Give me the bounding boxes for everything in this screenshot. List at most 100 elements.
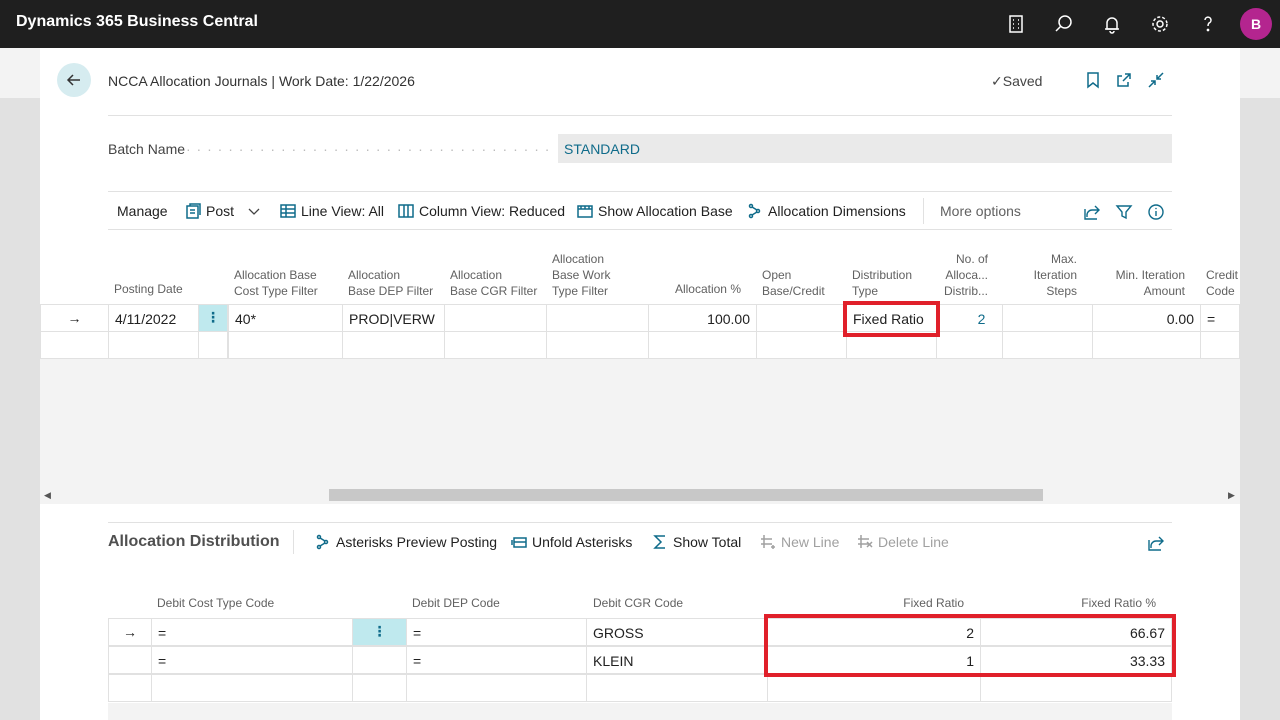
line-view-button[interactable]: Line View: All — [280, 203, 384, 219]
empty-cell[interactable] — [756, 331, 847, 359]
help-icon[interactable] — [1196, 12, 1220, 36]
empty-cell[interactable] — [228, 331, 343, 359]
row-indicator[interactable]: → — [108, 618, 152, 646]
scroll-left-icon[interactable]: ◀ — [44, 490, 51, 500]
col-posting-date[interactable]: Posting Date — [114, 282, 183, 296]
row-actions-menu[interactable]: ⋮ — [198, 304, 228, 332]
empty-cell[interactable] — [648, 331, 757, 359]
empty-row-indicator[interactable] — [40, 331, 109, 359]
share-icon[interactable] — [1147, 534, 1165, 552]
new-line-button[interactable]: New Line — [760, 534, 839, 550]
header-line: Type Filter — [552, 284, 609, 298]
header-divider — [108, 115, 1172, 116]
open-base-credit-cell[interactable] — [756, 304, 847, 332]
row-indicator[interactable] — [108, 646, 152, 674]
row-actions-menu[interactable] — [352, 646, 407, 674]
col-no-of-alloc-distrib[interactable]: No. of Alloca... Distrib... — [936, 251, 988, 299]
more-options-button[interactable]: More options — [940, 203, 1021, 219]
empty-cell[interactable] — [980, 674, 1172, 702]
highlight-distribution-type — [843, 301, 940, 337]
back-button[interactable] — [57, 63, 91, 97]
gear-icon[interactable] — [1148, 12, 1172, 36]
building-icon[interactable] — [1004, 12, 1028, 36]
col-alloc-base-cost-type-filter[interactable]: Allocation Base Cost Type Filter — [234, 267, 318, 299]
unfold-asterisks-button[interactable]: Unfold Asterisks — [511, 534, 632, 550]
empty-cell[interactable] — [1200, 331, 1240, 359]
empty-cell[interactable] — [352, 674, 407, 702]
share-icon[interactable] — [1083, 203, 1101, 221]
post-dropdown[interactable] — [246, 203, 262, 222]
posting-date-cell[interactable]: 4/11/2022 — [108, 304, 199, 332]
avatar[interactable]: B — [1240, 8, 1272, 40]
saved-status: ✓Saved — [991, 73, 1042, 90]
credit-code-cell[interactable]: = — [1200, 304, 1240, 332]
col-debit-cgr-code[interactable]: Debit CGR Code — [593, 596, 684, 610]
empty-cell[interactable] — [586, 674, 768, 702]
empty-cell[interactable] — [198, 331, 228, 359]
no-of-alloc-distrib-cell[interactable]: 2 — [936, 304, 1003, 332]
show-total-button[interactable]: Show Total — [652, 534, 741, 550]
col-credit-code[interactable]: Credit Code — [1206, 267, 1240, 299]
delete-line-button[interactable]: Delete Line — [857, 534, 949, 550]
search-icon[interactable] — [1052, 12, 1076, 36]
min-iteration-amount-cell[interactable]: 0.00 — [1092, 304, 1201, 332]
empty-cell[interactable] — [936, 331, 1003, 359]
distribution-title: Allocation Distribution — [108, 533, 280, 550]
empty-cell[interactable] — [546, 331, 649, 359]
asterisks-preview-posting-button[interactable]: Asterisks Preview Posting — [315, 534, 497, 550]
col-allocation-pct[interactable]: Allocation % — [674, 282, 741, 296]
debit-cost-type-code-cell[interactable]: = — [151, 646, 353, 674]
col-alloc-base-work-type-filter[interactable]: Allocation Base Work Type Filter — [552, 251, 610, 299]
alloc-base-cgr-filter-cell[interactable] — [444, 304, 547, 332]
scroll-right-icon[interactable]: ▶ — [1228, 490, 1235, 500]
empty-cell[interactable] — [767, 674, 981, 702]
debit-dep-code-cell[interactable]: = — [406, 618, 587, 646]
empty-cell[interactable] — [1002, 331, 1093, 359]
debit-cgr-code-cell[interactable]: GROSS — [586, 618, 768, 646]
scroll-thumb[interactable] — [329, 489, 1043, 501]
post-button[interactable]: Post — [185, 203, 234, 219]
row-actions-menu[interactable]: ⋮ — [352, 618, 407, 646]
col-debit-dep-code[interactable]: Debit DEP Code — [412, 596, 500, 610]
app-title[interactable]: Dynamics 365 Business Central — [16, 13, 258, 30]
batch-name-field[interactable]: STANDARD — [558, 134, 1172, 163]
empty-row-indicator[interactable] — [108, 674, 152, 702]
show-allocation-base-button[interactable]: Show Allocation Base — [577, 203, 733, 219]
col-max-iteration-steps[interactable]: Max. Iteration Steps — [1010, 251, 1077, 299]
col-open-base-credit[interactable]: Open Base/Credit — [762, 267, 825, 299]
row-indicator[interactable]: → — [40, 304, 109, 332]
info-icon[interactable] — [1147, 203, 1165, 221]
header-line: Allocation — [450, 268, 503, 282]
debit-dep-code-cell[interactable]: = — [406, 646, 587, 674]
allocation-pct-cell[interactable]: 100.00 — [648, 304, 757, 332]
col-fixed-ratio-pct[interactable]: Fixed Ratio % — [1081, 596, 1156, 610]
empty-cell[interactable] — [342, 331, 445, 359]
allocation-dimensions-button[interactable]: Allocation Dimensions — [747, 203, 906, 219]
distribution-type-cell[interactable]: Fixed Ratio — [846, 304, 937, 332]
column-view-button[interactable]: Column View: Reduced — [398, 203, 565, 219]
col-alloc-base-dep-filter[interactable]: Allocation Base DEP Filter — [348, 267, 433, 299]
alloc-base-cost-type-filter-cell[interactable]: 40* — [228, 304, 343, 332]
bookmark-icon[interactable] — [1083, 70, 1103, 90]
open-new-window-icon[interactable] — [1114, 70, 1134, 90]
col-debit-cost-type-code[interactable]: Debit Cost Type Code — [157, 596, 275, 610]
empty-cell[interactable] — [1092, 331, 1201, 359]
fixed-ratio-cell[interactable]: 2 — [767, 618, 981, 646]
manage-menu[interactable]: Manage — [117, 203, 168, 219]
col-distribution-type[interactable]: Distribution Type — [852, 267, 912, 299]
alloc-base-dep-filter-cell[interactable]: PROD|VERW — [342, 304, 445, 332]
debit-cgr-code-cell[interactable]: KLEIN — [586, 646, 768, 674]
bell-icon[interactable] — [1100, 12, 1124, 36]
alloc-base-work-type-filter-cell[interactable] — [546, 304, 649, 332]
max-iteration-steps-cell[interactable] — [1002, 304, 1093, 332]
empty-cell[interactable] — [108, 331, 199, 359]
col-alloc-base-cgr-filter[interactable]: Allocation Base CGR Filter — [450, 267, 537, 299]
empty-cell[interactable] — [151, 674, 353, 702]
collapse-icon[interactable] — [1146, 70, 1166, 90]
empty-cell[interactable] — [444, 331, 547, 359]
filter-icon[interactable] — [1115, 203, 1133, 221]
col-min-iteration-amount[interactable]: Min. Iteration Amount — [1100, 267, 1185, 299]
empty-cell[interactable] — [406, 674, 587, 702]
debit-cost-type-code-cell[interactable]: = — [151, 618, 353, 646]
col-fixed-ratio[interactable]: Fixed Ratio — [903, 596, 964, 610]
